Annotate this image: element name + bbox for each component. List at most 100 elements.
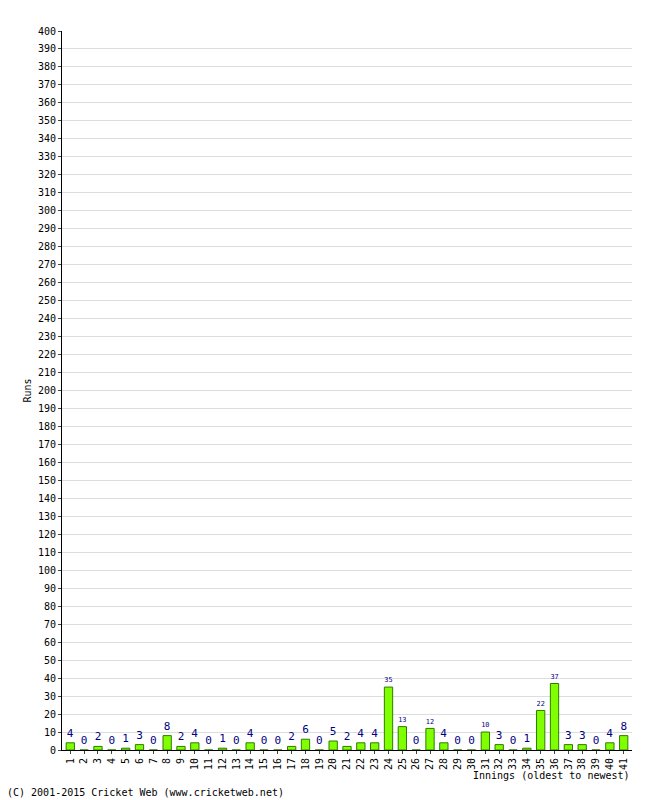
svg-text:0: 0 <box>454 734 461 747</box>
svg-text:27: 27 <box>424 758 435 770</box>
svg-text:330: 330 <box>38 151 56 162</box>
svg-text:8: 8 <box>164 720 171 733</box>
svg-text:1: 1 <box>524 732 531 745</box>
svg-text:40: 40 <box>44 673 56 684</box>
svg-text:41: 41 <box>618 758 629 770</box>
svg-text:37: 37 <box>550 673 558 681</box>
svg-text:400: 400 <box>38 26 56 37</box>
svg-text:0: 0 <box>233 734 240 747</box>
svg-text:2: 2 <box>95 730 102 743</box>
svg-text:0: 0 <box>413 734 420 747</box>
svg-text:19: 19 <box>314 758 325 770</box>
svg-text:70: 70 <box>44 619 56 630</box>
svg-text:190: 190 <box>38 403 56 414</box>
svg-text:240: 240 <box>38 313 56 324</box>
svg-text:29: 29 <box>452 758 463 770</box>
svg-text:23: 23 <box>369 758 380 770</box>
svg-text:14: 14 <box>244 758 255 770</box>
svg-text:310: 310 <box>38 187 56 198</box>
svg-text:26: 26 <box>410 758 421 770</box>
svg-text:Innings (oldest to newest): Innings (oldest to newest) <box>473 770 630 781</box>
svg-text:170: 170 <box>38 439 56 450</box>
svg-text:18: 18 <box>300 758 311 770</box>
svg-text:4: 4 <box>247 727 254 740</box>
svg-text:5: 5 <box>120 758 131 764</box>
svg-text:0: 0 <box>510 734 517 747</box>
svg-text:20: 20 <box>327 758 338 770</box>
svg-text:230: 230 <box>38 331 56 342</box>
svg-text:39: 39 <box>590 758 601 770</box>
svg-text:4: 4 <box>440 727 447 740</box>
svg-text:38: 38 <box>576 758 587 770</box>
svg-text:0: 0 <box>50 745 56 756</box>
svg-text:1: 1 <box>122 732 129 745</box>
svg-text:90: 90 <box>44 583 56 594</box>
svg-text:4: 4 <box>357 727 364 740</box>
svg-text:33: 33 <box>507 758 518 770</box>
svg-text:0: 0 <box>261 734 268 747</box>
svg-text:5: 5 <box>330 725 337 738</box>
svg-text:4: 4 <box>606 727 613 740</box>
svg-text:220: 220 <box>38 349 56 360</box>
svg-text:9: 9 <box>175 758 186 764</box>
svg-text:20: 20 <box>44 709 56 720</box>
svg-text:100: 100 <box>38 565 56 576</box>
svg-text:380: 380 <box>38 61 56 72</box>
svg-text:32: 32 <box>493 758 504 770</box>
svg-text:50: 50 <box>44 655 56 666</box>
svg-text:10: 10 <box>481 721 489 729</box>
svg-text:4: 4 <box>106 758 117 764</box>
svg-text:3: 3 <box>579 729 586 742</box>
svg-text:160: 160 <box>38 457 56 468</box>
svg-text:300: 300 <box>38 205 56 216</box>
svg-text:0: 0 <box>316 734 323 747</box>
svg-text:10: 10 <box>189 758 200 770</box>
svg-text:4: 4 <box>371 727 378 740</box>
svg-text:0: 0 <box>108 734 115 747</box>
svg-text:260: 260 <box>38 277 56 288</box>
svg-text:280: 280 <box>38 241 56 252</box>
svg-text:11: 11 <box>203 758 214 770</box>
svg-text:270: 270 <box>38 259 56 270</box>
svg-text:0: 0 <box>81 734 88 747</box>
svg-text:22: 22 <box>537 700 545 708</box>
svg-text:7: 7 <box>148 758 159 764</box>
svg-text:370: 370 <box>38 79 56 90</box>
svg-text:4: 4 <box>191 727 198 740</box>
svg-text:8: 8 <box>161 758 172 764</box>
svg-text:(C) 2001-2015 Cricket Web (www: (C) 2001-2015 Cricket Web (www.cricketwe… <box>7 787 284 798</box>
svg-text:360: 360 <box>38 97 56 108</box>
svg-text:28: 28 <box>438 758 449 770</box>
svg-text:120: 120 <box>38 529 56 540</box>
svg-text:130: 130 <box>38 511 56 522</box>
svg-text:12: 12 <box>426 718 434 726</box>
svg-text:21: 21 <box>341 758 352 770</box>
svg-text:24: 24 <box>383 758 394 770</box>
svg-text:290: 290 <box>38 223 56 234</box>
svg-text:13: 13 <box>231 758 242 770</box>
svg-text:350: 350 <box>38 115 56 126</box>
svg-text:210: 210 <box>38 367 56 378</box>
svg-text:4: 4 <box>67 727 74 740</box>
svg-text:60: 60 <box>44 637 56 648</box>
svg-text:30: 30 <box>466 758 477 770</box>
svg-text:35: 35 <box>384 676 392 684</box>
svg-text:3: 3 <box>92 758 103 764</box>
svg-text:180: 180 <box>38 421 56 432</box>
svg-text:36: 36 <box>549 758 560 770</box>
svg-text:37: 37 <box>563 758 574 770</box>
svg-text:16: 16 <box>272 758 283 770</box>
svg-text:390: 390 <box>38 43 56 54</box>
svg-text:140: 140 <box>38 493 56 504</box>
svg-text:2: 2 <box>178 730 185 743</box>
svg-text:40: 40 <box>604 758 615 770</box>
svg-text:13: 13 <box>398 716 406 724</box>
svg-text:15: 15 <box>258 758 269 770</box>
svg-text:1: 1 <box>65 758 76 764</box>
svg-text:320: 320 <box>38 169 56 180</box>
svg-text:2: 2 <box>288 730 295 743</box>
svg-text:3: 3 <box>136 729 143 742</box>
svg-text:0: 0 <box>150 734 157 747</box>
svg-text:2: 2 <box>344 730 351 743</box>
svg-text:3: 3 <box>565 729 572 742</box>
